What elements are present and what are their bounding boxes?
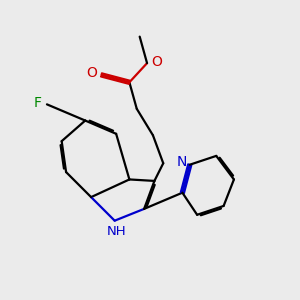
Text: NH: NH	[106, 225, 126, 239]
Text: O: O	[151, 55, 162, 69]
Text: N: N	[176, 155, 187, 170]
Text: F: F	[34, 96, 41, 110]
Text: O: O	[87, 66, 98, 80]
